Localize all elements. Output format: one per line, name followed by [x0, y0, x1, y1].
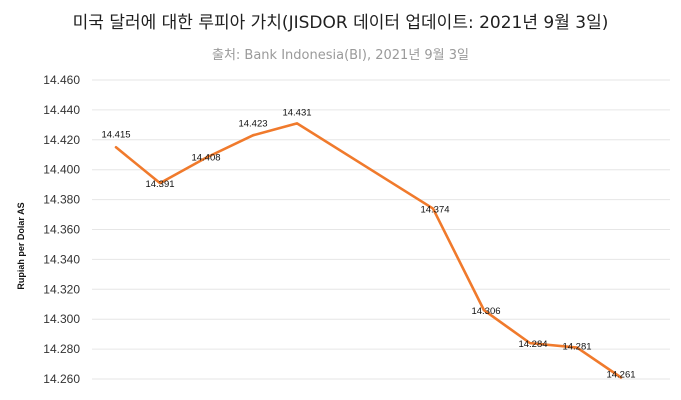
- y-tick-label: 14.380: [43, 193, 80, 207]
- data-label: 14.306: [471, 306, 500, 317]
- data-label: 14.423: [238, 118, 267, 129]
- y-tick-label: 14.360: [43, 223, 80, 237]
- y-tick-label: 14.300: [43, 312, 80, 326]
- y-axis-ticks: 14.460 14.440 14.420 14.400 14.380 14.360 14.3…: [43, 73, 80, 386]
- data-label: 14.431: [282, 107, 311, 118]
- y-tick-label: 14.400: [43, 163, 80, 177]
- data-label: 14.261: [606, 370, 635, 381]
- data-label: 14.408: [191, 153, 220, 164]
- data-label: 14.374: [420, 205, 449, 216]
- y-axis-title: Rupiah per Dolar AS: [16, 202, 26, 289]
- y-tick-label: 14.320: [43, 282, 80, 296]
- gridlines: [92, 79, 670, 380]
- series-line: [114, 122, 623, 379]
- data-label: 14.284: [518, 339, 547, 350]
- y-tick-label: 14.420: [43, 133, 80, 147]
- data-label: 14.415: [101, 129, 130, 140]
- y-tick-label: 14.440: [43, 103, 80, 117]
- y-tick-label: 14.460: [43, 73, 80, 87]
- data-label: 14.281: [562, 342, 591, 353]
- chart-subtitle: 출처: Bank Indonesia(BI), 2021년 9월 3일: [211, 48, 469, 63]
- point-labels: 14.415 14.391 14.408 14.423 14.431 14.374 14.3…: [101, 107, 635, 380]
- y-tick-label: 14.260: [43, 372, 80, 386]
- chart-title: 미국 달러에 대한 루피아 가치(JISDOR 데이터 업데이트: 2021년 …: [72, 13, 609, 33]
- data-label: 14.391: [145, 179, 174, 190]
- y-tick-label: 14.340: [43, 252, 80, 266]
- y-tick-label: 14.280: [43, 342, 80, 356]
